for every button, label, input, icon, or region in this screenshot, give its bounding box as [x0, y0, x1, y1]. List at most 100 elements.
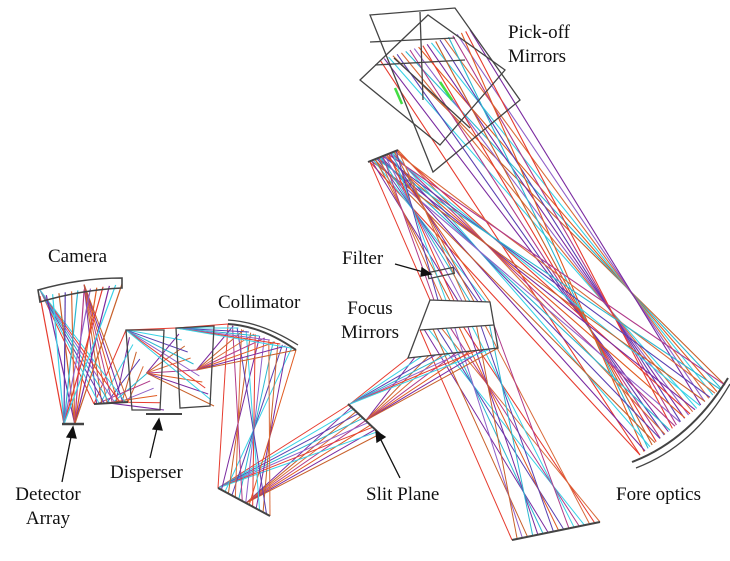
light-ray [232, 325, 243, 502]
light-ray [349, 351, 464, 405]
light-ray [125, 329, 194, 365]
light-ray [401, 52, 694, 413]
light-ray [125, 329, 182, 341]
light-ray [63, 288, 92, 425]
filter-arrowhead [420, 266, 433, 277]
disperser-prism-1 [125, 329, 165, 411]
light-ray [349, 352, 450, 405]
light-ray [409, 49, 661, 439]
light-ray [397, 149, 666, 435]
light-ray [236, 327, 268, 515]
light-ray [379, 59, 641, 456]
camera-lens [37, 277, 123, 304]
pickoff-grid-line [419, 11, 424, 101]
light-ray [262, 343, 279, 513]
light-ray [397, 149, 467, 302]
pickoff-grid-line [369, 37, 456, 43]
focus-mirrors-label-line2: Mirrors [340, 322, 400, 343]
light-ray [196, 341, 276, 371]
light-ray [476, 326, 518, 540]
light-ray [438, 81, 454, 101]
filter-element [426, 266, 456, 280]
light-ray [146, 372, 215, 407]
light-ray [383, 58, 669, 432]
light-ray [465, 31, 673, 429]
light-ray [458, 327, 560, 531]
light-ray [74, 287, 98, 425]
light-ray [96, 380, 151, 405]
light-ray [196, 337, 265, 371]
slit-plane-label: Slit Plane [366, 484, 440, 505]
light-ray [196, 329, 245, 371]
pickoff-mirrors-label-line2: Mirrors [508, 46, 567, 67]
detector-array-label-line2: Array [25, 508, 71, 529]
light-ray [387, 153, 726, 386]
light-ray [381, 156, 646, 452]
light-ray [371, 160, 706, 402]
light-ray [389, 153, 701, 407]
light-ray [395, 150, 439, 301]
detector-array-label-line1: Detector [15, 484, 81, 505]
light-ray [452, 35, 677, 426]
light-ray [390, 152, 483, 302]
light-ray [379, 157, 671, 431]
light-ray [369, 161, 641, 456]
light-ray [245, 428, 376, 504]
light-ray [112, 373, 148, 404]
light-ray [125, 329, 212, 401]
light-ray [245, 433, 381, 504]
light-ray [439, 39, 681, 422]
light-ray [146, 369, 197, 374]
light-ray [456, 33, 706, 402]
light-ray [74, 285, 110, 425]
light-ray [220, 336, 261, 490]
light-ray [217, 323, 229, 489]
light-ray [83, 284, 124, 403]
light-ray [365, 355, 430, 421]
light-ray [74, 283, 123, 425]
light-ray [365, 353, 443, 421]
light-ray [146, 372, 203, 383]
light-ray [384, 155, 686, 419]
light-ray [63, 284, 117, 425]
light-ray [125, 329, 188, 353]
light-ray [349, 348, 492, 405]
light-ray [349, 354, 436, 405]
light-ray [448, 36, 649, 449]
light-ray [217, 431, 378, 489]
light-ray [83, 284, 113, 404]
light-ray [196, 349, 297, 371]
fold-mirror-bottom-right [511, 521, 601, 541]
light-ray [393, 87, 404, 105]
disperser-arrowhead [151, 417, 163, 431]
light-ray [252, 334, 256, 507]
filter-label: Filter [342, 248, 384, 269]
light-ray [245, 405, 353, 504]
light-ray [423, 329, 549, 533]
pickoff-grid-line [393, 57, 471, 129]
light-ray [63, 286, 104, 425]
camera-fold-mirror [93, 401, 129, 405]
pickoff-mirrors-label-line1: Pick-off [508, 22, 570, 43]
light-ray [484, 325, 591, 525]
light-ray [365, 356, 416, 421]
light-ray [39, 289, 111, 404]
light-ray [441, 328, 601, 523]
light-ray [245, 330, 261, 511]
light-ray [374, 159, 656, 444]
light-ray [349, 357, 409, 405]
light-ray [391, 152, 676, 427]
disperser-label: Disperser [110, 462, 183, 483]
pickoff-grid-line [374, 59, 466, 66]
pickoff-mirror-frame-outer [369, 7, 521, 174]
fore-optics-mirror [631, 377, 729, 463]
light-ray [432, 328, 528, 538]
light-ray [63, 290, 79, 425]
focus-mirrors-block [407, 299, 499, 359]
light-ray [396, 53, 665, 436]
light-ray [175, 327, 291, 349]
light-ray [382, 156, 435, 301]
light-ray [450, 327, 580, 527]
